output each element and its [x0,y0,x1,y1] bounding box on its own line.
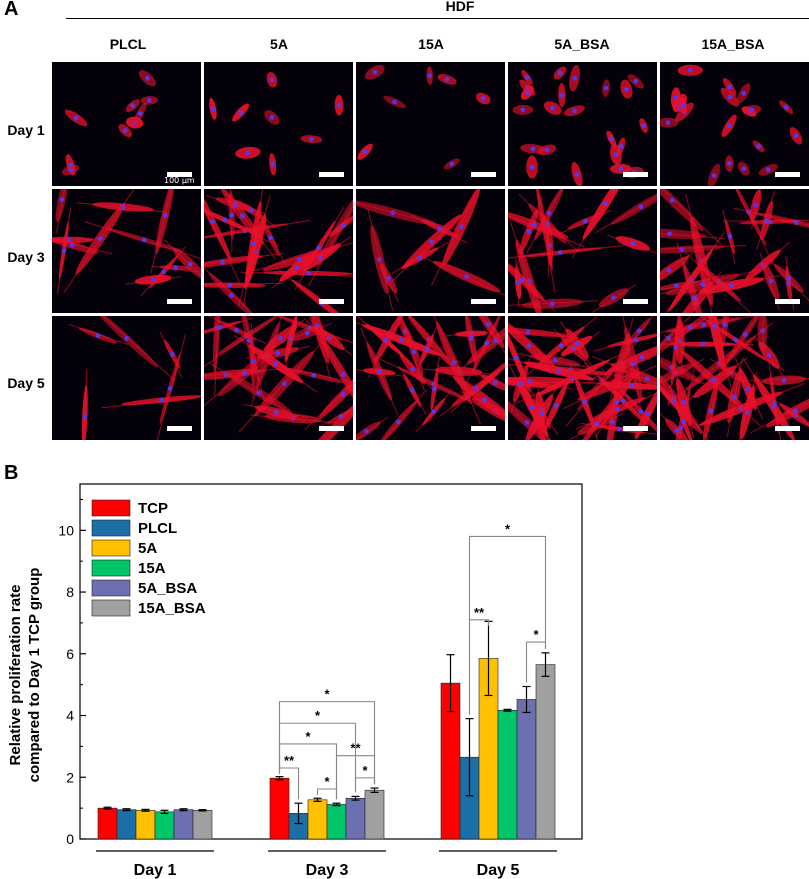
hdf-underline [66,18,809,19]
y-tick-label-4: 4 [66,708,74,724]
y-tick-label-6: 6 [66,646,74,662]
y-tick-label-10: 10 [58,522,74,538]
row-label-day3: Day 3 [7,249,45,265]
scale-bar [623,426,648,431]
micrograph-day3-15a [356,189,505,313]
micrograph-day1-15a [356,62,505,186]
micrograph-day3-5a-bsa [508,189,657,313]
significance-mark: ** [474,605,485,620]
legend-label-15a: 15A [138,560,166,577]
bar-tcp-day1 [97,807,118,840]
significance-mark: * [533,627,539,642]
legend-label-plcl: PLCL [138,520,177,537]
legend-swatch-15a [91,559,131,577]
row-label-day5: Day 5 [7,375,45,391]
significance-mark: * [324,774,330,789]
scale-bar [775,426,800,431]
scale-bar [319,426,344,431]
hdf-title: HDF [445,0,475,14]
legend-label-tcp: TCP [138,500,168,517]
legend-label-5a-bsa: 5A_BSA [138,580,197,597]
bar-15a-day5 [497,709,518,840]
y-tick-label-2: 2 [66,769,74,785]
micrograph-day3-plcl [52,189,201,313]
bar-15a-bsa-day5 [535,664,556,840]
chart-bars [97,620,556,840]
bar-plcl-day1 [116,809,137,840]
bar-tcp-day3 [269,777,290,840]
scale-bar [775,172,800,177]
y-axis-label-line-2: compared to Day 1 TCP group [26,568,43,783]
chart-legend: TCP PLCL 5A 15A 5A_BSA 15A_BSA [91,499,206,617]
scale-bar [623,172,648,177]
column-label-15a-bsa: 15A_BSA [701,36,765,52]
micrograph-day1-5a [204,62,353,186]
y-tick-label-0: 0 [66,831,74,847]
bar-5a-day3 [307,799,328,840]
scale-bar [167,299,192,304]
micrograph-grid: 100 μm [52,62,809,444]
bar-15a-day3 [326,804,347,840]
row-label-day1: Day 1 [7,122,45,138]
significance-bracket [468,535,547,715]
bar-15a-day1 [154,811,175,840]
x-tick-label-day1: Day 1 [134,862,177,879]
y-tick-label-8: 8 [66,584,74,600]
significance-brackets: ************* [278,521,547,800]
scale-bar [319,172,344,177]
scale-bar-label: 100 μm [164,176,195,185]
micrograph-day1-15a-bsa [660,62,809,186]
scale-bar [775,299,800,304]
column-label-15a: 15A [418,36,444,52]
scale-bar [471,426,496,431]
significance-mark: * [324,687,330,702]
chart-axes: 0 2 4 6 8 10 Day 1 Day 3 Day 5 [58,483,583,879]
scale-bar [167,426,192,431]
panel-b-letter: B [4,462,19,484]
y-axis-label-line-1: Relative proliferation rate [7,585,24,766]
column-label-plcl: PLCL [109,36,147,52]
bar-15a-bsa-day1 [192,809,213,840]
bar-5a-day1 [135,809,156,840]
significance-mark: * [305,729,311,744]
legend-swatch-tcp [91,499,131,517]
bar-5a-bsa-day3 [345,797,366,840]
micrograph-day1-5a-bsa [508,62,657,186]
legend-swatch-5a [91,539,131,557]
significance-mark: ** [284,753,295,768]
x-tick-label-day3: Day 3 [306,862,349,879]
micrograph-day5-5a-bsa [508,316,657,440]
significance-mark: * [362,763,368,778]
micrograph-day5-15a [356,316,505,440]
legend-swatch-plcl [91,519,131,537]
significance-mark: * [315,708,321,723]
scale-bar [167,172,192,177]
legend-label-15a-bsa: 15A_BSA [138,600,206,617]
scale-bar [471,172,496,177]
column-label-5a-bsa: 5A_BSA [554,36,610,52]
legend-label-5a: 5A [138,540,157,557]
scale-bar [623,299,648,304]
significance-mark: * [505,521,511,536]
micrograph-day1-plcl: 100 μm [52,62,201,186]
x-tick-label-day5: Day 5 [477,862,520,879]
column-label-5a: 5A [270,36,288,52]
bar-15a-bsa-day3 [364,789,385,840]
panel-a-letter: A [4,0,19,20]
scale-bar [471,299,496,304]
micrograph-day5-plcl [52,316,201,440]
significance-bracket [278,701,376,785]
legend-swatch-15a-bsa [91,599,131,617]
scale-bar [319,299,344,304]
micrograph-day5-15a-bsa [660,316,809,440]
legend-swatch-5a-bsa [91,579,131,597]
bar-5a-bsa-day1 [173,809,194,840]
micrograph-day3-5a [204,189,353,313]
micrograph-day5-5a [204,316,353,440]
micrograph-day3-15a-bsa [660,189,809,313]
bar-5a-bsa-day5 [516,699,537,840]
